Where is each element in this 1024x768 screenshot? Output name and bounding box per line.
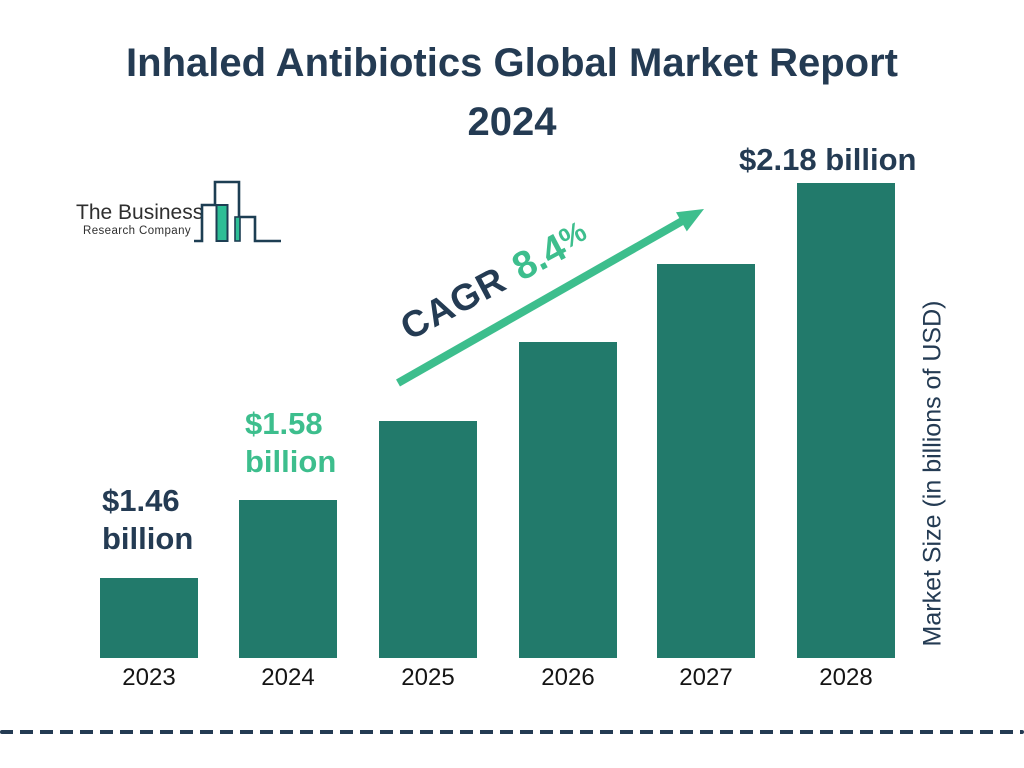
bar-2023 xyxy=(100,578,198,658)
trend-arrow-head xyxy=(676,209,704,232)
bottom-dashed-divider xyxy=(0,730,1024,734)
logo-company-name: The Business xyxy=(76,201,204,224)
bar-2028 xyxy=(797,183,895,658)
chart-title-line-1: Inhaled Antibiotics Global Market Report xyxy=(126,41,898,85)
chart-title-line-2: 2024 xyxy=(467,100,557,144)
bar-chart-logo-icon xyxy=(194,180,281,243)
cagr-annotation: CAGR8.4% xyxy=(390,208,595,348)
value-label-line: billion xyxy=(102,521,194,556)
bar-2027 xyxy=(657,264,755,658)
value-label-line: billion xyxy=(245,444,337,479)
cagr-label: CAGR xyxy=(393,258,513,348)
value-label-line: $1.46 xyxy=(102,483,180,518)
bar-2025 xyxy=(379,421,477,658)
logo-company-subname: Research Company xyxy=(83,225,192,237)
y-axis-label: Market Size (in billions of USD) xyxy=(918,300,947,646)
x-axis-label-2028: 2028 xyxy=(819,664,873,691)
y-axis-label-container: Market Size (in billions of USD) xyxy=(916,283,950,663)
chart-title: Inhaled Antibiotics Global Market Report… xyxy=(0,34,1024,152)
value-label-line: $2.18 billion xyxy=(739,142,917,177)
x-axis-label-2026: 2026 xyxy=(541,664,595,691)
value-label-line: $1.58 xyxy=(245,406,323,441)
value-label-2024: $1.58 billion xyxy=(245,405,336,481)
x-axis-label-2027: 2027 xyxy=(679,664,733,691)
company-logo: The Business Research Company xyxy=(60,175,292,251)
value-label-2028: $2.18 billion xyxy=(739,141,916,179)
bar-2024 xyxy=(239,500,337,658)
x-axis-label-2024: 2024 xyxy=(261,664,315,691)
bar-2026 xyxy=(519,342,617,658)
value-label-2023: $1.46 billion xyxy=(102,482,193,558)
x-axis-label-2023: 2023 xyxy=(122,664,176,691)
x-axis-label-2025: 2025 xyxy=(401,664,455,691)
